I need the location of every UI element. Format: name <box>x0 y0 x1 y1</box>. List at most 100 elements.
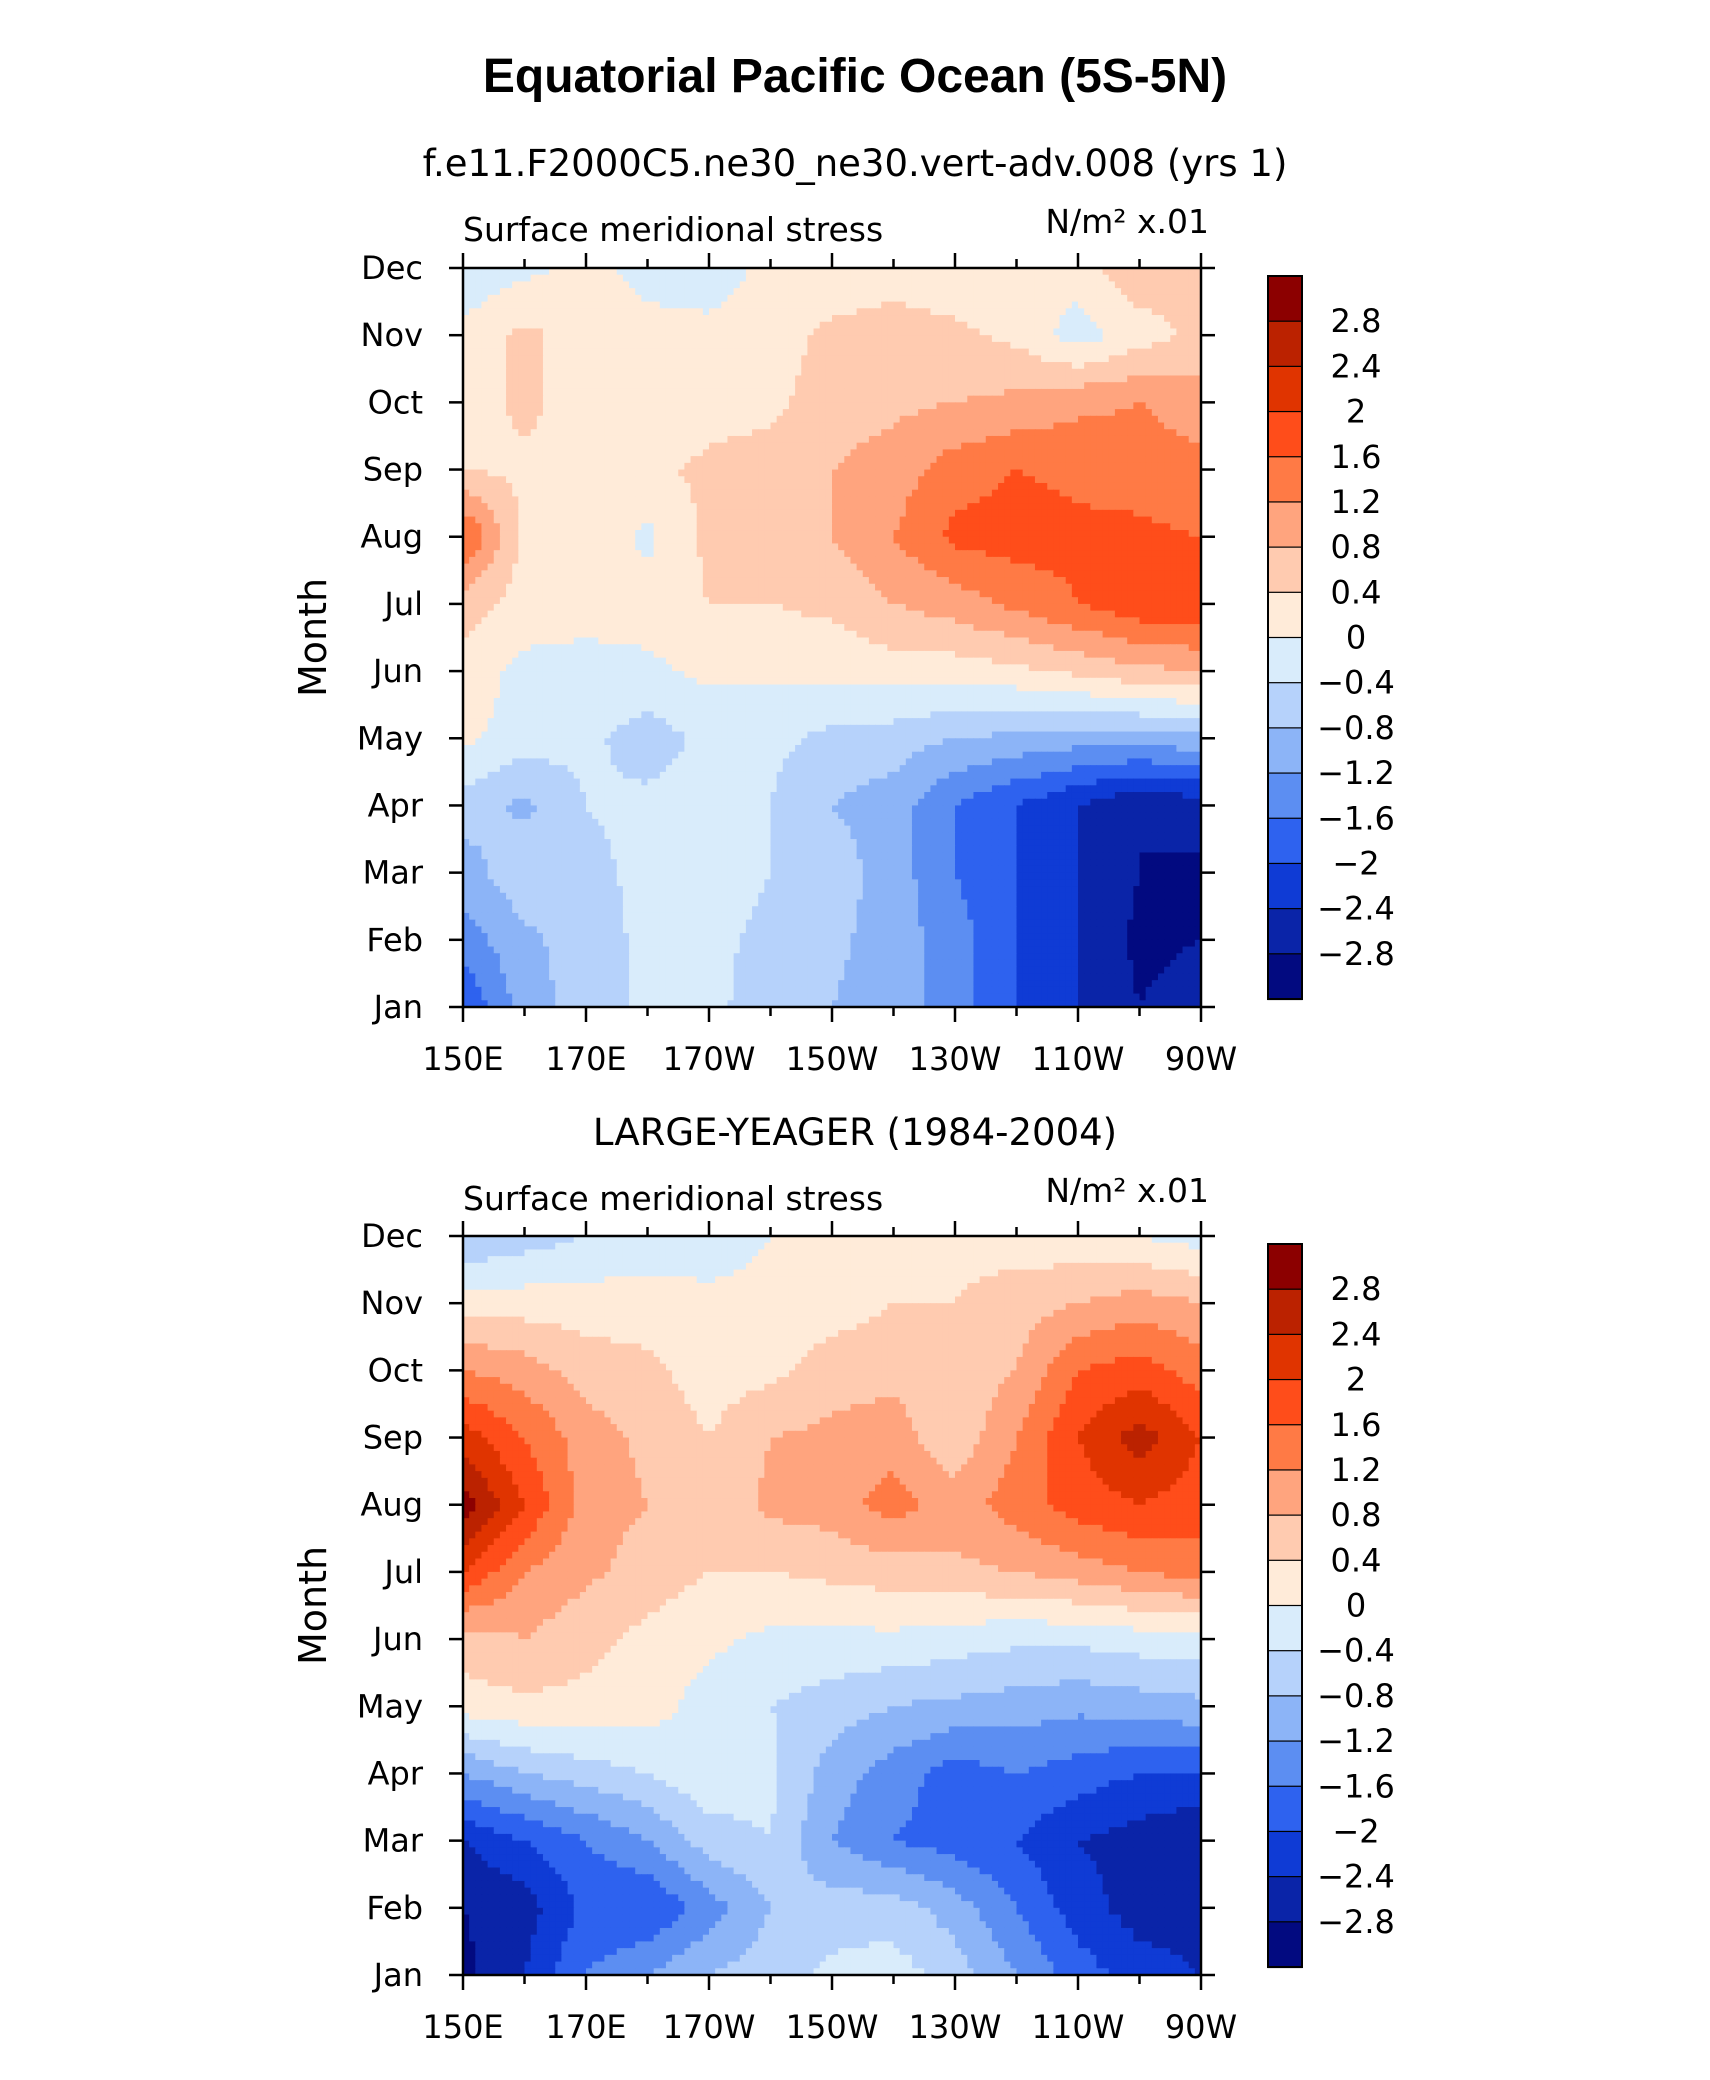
field-cell <box>500 449 507 456</box>
field-cell <box>832 302 839 309</box>
field-cell <box>1090 315 1097 322</box>
field-cell <box>721 423 728 430</box>
field-cell <box>715 342 722 349</box>
field-cell <box>703 375 710 382</box>
field-cell <box>1053 449 1060 456</box>
field-cell <box>1140 382 1147 389</box>
field-cell <box>1103 396 1110 403</box>
field-cell <box>1029 375 1036 382</box>
field-cell <box>887 369 894 376</box>
field-cell <box>574 456 581 463</box>
field-cell <box>783 429 790 436</box>
field-cell <box>481 470 488 477</box>
field-cell <box>863 342 870 349</box>
field-cell <box>1090 389 1097 396</box>
field-cell <box>1066 402 1073 409</box>
field-cell <box>881 275 888 282</box>
field-cell <box>697 423 704 430</box>
field-cell <box>1189 375 1196 382</box>
field-cell <box>574 402 581 409</box>
field-cell <box>1066 281 1073 288</box>
field-cell <box>543 409 550 416</box>
field-cell <box>648 328 655 335</box>
field-cell <box>992 389 999 396</box>
field-cell <box>857 443 864 450</box>
field-cell <box>703 396 710 403</box>
field-cell <box>672 382 679 389</box>
field-cell <box>777 396 784 403</box>
field-cell <box>709 402 716 409</box>
field-cell <box>826 369 833 376</box>
field-cell <box>1133 443 1140 450</box>
field-cell <box>857 328 864 335</box>
field-cell <box>1053 349 1060 356</box>
field-cell <box>1023 362 1030 369</box>
field-cell <box>1115 362 1122 369</box>
field-cell <box>635 470 642 477</box>
field-cell <box>980 402 987 409</box>
field-cell <box>832 382 839 389</box>
field-cell <box>666 322 673 329</box>
field-cell <box>740 295 747 302</box>
field-cell <box>469 443 476 450</box>
field-cell <box>869 335 876 342</box>
field-cell <box>500 443 507 450</box>
field-cell <box>887 335 894 342</box>
field-cell <box>801 463 808 470</box>
field-cell <box>525 302 532 309</box>
field-cell <box>678 429 685 436</box>
field-cell <box>1010 449 1017 456</box>
field-cell <box>752 396 759 403</box>
field-cell <box>531 322 538 329</box>
field-cell <box>906 416 913 423</box>
field-cell <box>955 416 962 423</box>
field-cell <box>561 355 568 362</box>
field-cell <box>1103 409 1110 416</box>
field-cell <box>1096 382 1103 389</box>
field-cell <box>721 409 728 416</box>
field-cell <box>475 409 482 416</box>
field-cell <box>635 275 642 282</box>
field-cell <box>481 355 488 362</box>
field-cell <box>709 275 716 282</box>
field-cell <box>1010 423 1017 430</box>
field-cell <box>857 456 864 463</box>
field-cell <box>648 429 655 436</box>
field-cell <box>494 423 501 430</box>
field-cell <box>1164 409 1171 416</box>
field-cell <box>955 429 962 436</box>
field-cell <box>660 302 667 309</box>
field-cell <box>980 281 987 288</box>
field-cell <box>1127 456 1134 463</box>
field-cell <box>617 443 624 450</box>
field-cell <box>641 302 648 309</box>
field-cell <box>629 342 636 349</box>
field-cell <box>795 423 802 430</box>
field-cell <box>820 328 827 335</box>
field-cell <box>500 355 507 362</box>
field-cell <box>943 281 950 288</box>
field-cell <box>684 409 691 416</box>
field-cell <box>912 463 919 470</box>
field-cell <box>1053 429 1060 436</box>
panel-subtitle: f.e11.F2000C5.ne30_ne30.vert-adv.008 (yr… <box>423 142 1288 185</box>
field-cell <box>518 302 525 309</box>
field-cell <box>500 436 507 443</box>
field-cell <box>758 416 765 423</box>
field-cell <box>844 328 851 335</box>
field-cell <box>469 322 476 329</box>
field-cell <box>1158 349 1165 356</box>
field-cell <box>838 396 845 403</box>
field-cell <box>1096 389 1103 396</box>
field-cell <box>1146 362 1153 369</box>
field-cell <box>949 342 956 349</box>
field-cell <box>1035 470 1042 477</box>
field-cell <box>820 369 827 376</box>
field-cell <box>537 389 544 396</box>
field-cell <box>758 275 765 282</box>
field-cell <box>525 463 532 470</box>
field-cell <box>1152 402 1159 409</box>
field-cell <box>764 375 771 382</box>
field-cell <box>943 295 950 302</box>
field-cell <box>1170 375 1177 382</box>
